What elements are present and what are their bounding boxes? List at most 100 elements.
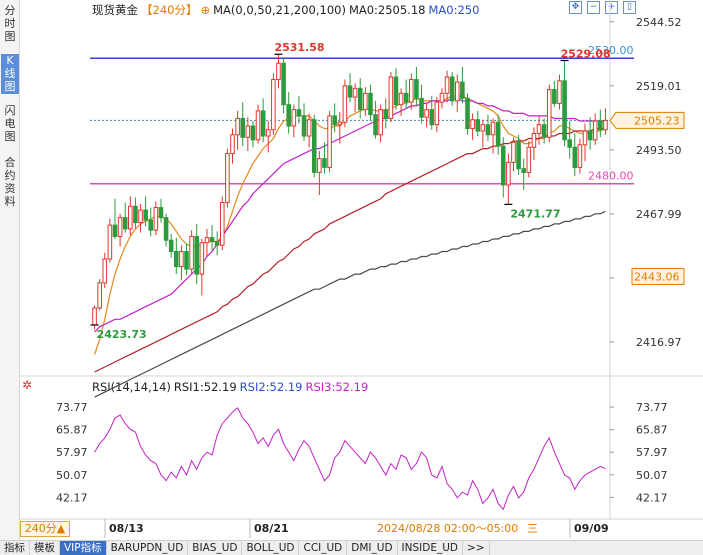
rsi-left-tick-label: 50.07 <box>56 469 88 482</box>
chart-toolbar: ✥ − + ▯ <box>569 1 636 17</box>
move-icon[interactable]: ✥ <box>569 1 582 14</box>
zoom-in-icon[interactable]: + <box>605 1 618 14</box>
candle-body <box>378 109 383 136</box>
candle-body <box>511 141 516 163</box>
candle-body <box>214 240 220 246</box>
candle-body <box>117 217 123 237</box>
candle-body <box>296 109 302 117</box>
candle-body <box>582 130 588 146</box>
tab-cci[interactable]: CCI_UD <box>299 541 348 555</box>
rsi-header: RSI(14,14,14) RSI1:52.19 RSI2:52.19 RSI3:52… <box>92 380 371 394</box>
side-tab-bar: 分时图 K线图 闪电图 合约资料 <box>0 0 20 540</box>
candle-body <box>204 237 210 244</box>
candle-body <box>138 209 143 224</box>
tab-barupdn[interactable]: BARUPDN_UD <box>107 541 189 555</box>
settings-icon[interactable]: ▯ <box>623 1 636 14</box>
moving-average-line-3 <box>94 210 606 398</box>
candle-body <box>219 202 225 246</box>
candle-body <box>102 258 108 284</box>
candle-body <box>516 141 521 170</box>
candle-body <box>265 129 271 137</box>
rsi-tick-label: 73.77 <box>636 401 668 414</box>
candle-body <box>342 85 348 123</box>
candle-body <box>439 92 445 103</box>
candle-body <box>598 120 603 131</box>
candle-body <box>500 145 506 186</box>
candle-body <box>281 62 286 106</box>
candle-body <box>260 110 266 137</box>
rsi-tick-label: 50.07 <box>636 469 668 482</box>
support-label: 2480.00 <box>588 170 634 183</box>
candle-body <box>424 109 429 118</box>
candle-body <box>592 120 598 141</box>
candle-body <box>429 109 435 126</box>
resistance-label: 2530.00 <box>588 44 634 57</box>
candle-body <box>414 79 419 99</box>
candle-body <box>403 92 409 103</box>
price-tick-label: 2493.50 <box>636 144 682 157</box>
tab-inside[interactable]: INSIDE_UD <box>398 541 463 555</box>
rsi-left-tick-label: 57.97 <box>56 446 88 459</box>
candle-body <box>444 76 450 94</box>
rsi2-value: RSI2:52.19 <box>239 380 303 394</box>
last-price-tag <box>609 111 685 129</box>
candle-body <box>572 146 578 168</box>
rsi-settings-icon: ✲ <box>22 378 32 392</box>
candle-body <box>373 114 378 136</box>
candle-body <box>470 119 475 129</box>
high2-marker: 2529.08 <box>561 48 611 61</box>
candle-body <box>388 76 394 119</box>
candle-body <box>521 168 526 173</box>
price-tick-label: 2416.97 <box>636 336 682 349</box>
candle-body <box>536 124 542 135</box>
more-tabs-icon[interactable]: >> <box>463 541 490 555</box>
candle-body <box>475 119 481 132</box>
candle-body <box>368 92 373 116</box>
tab-template[interactable]: 模板 <box>30 541 60 555</box>
candle-body <box>347 85 353 98</box>
tab-indicator[interactable]: 指标 <box>0 541 30 555</box>
candle-body <box>526 146 532 173</box>
start-low-marker: 2423.73 <box>97 328 147 341</box>
tab-vip-indicator[interactable]: VIP指标 <box>60 541 107 555</box>
ma-price-tag <box>631 267 685 285</box>
candle-body <box>332 115 337 126</box>
rsi-tick-label: 42.17 <box>636 491 668 504</box>
tab-dmi[interactable]: DMI_UD <box>347 541 398 555</box>
moving-average-line-0 <box>94 95 606 355</box>
candle-body <box>434 101 440 126</box>
candle-body <box>255 110 261 141</box>
candle-body <box>603 119 608 131</box>
tab-timeshare[interactable]: 分时图 <box>4 4 16 43</box>
candle-body <box>168 239 174 253</box>
last-price-label: 2505.23 <box>634 114 680 127</box>
rsi-tick-label: 57.97 <box>636 446 668 459</box>
candle-body <box>337 121 343 126</box>
candle-body <box>143 209 148 221</box>
candle-body <box>225 153 230 204</box>
candle-body <box>490 121 496 136</box>
moving-average-line-2 <box>94 127 606 373</box>
zoom-out-icon[interactable]: − <box>587 1 600 14</box>
high-marker: 2531.58 <box>274 41 324 54</box>
chart-canvas[interactable]: 2544.522519.012493.502467.992442.482416.… <box>0 0 703 540</box>
time-axis-label: 三 <box>527 522 538 535</box>
crosshair-icon[interactable]: ⊕ <box>200 3 211 17</box>
tab-bias[interactable]: BIAS_UD <box>188 541 243 555</box>
tab-contract-info[interactable]: 合约资料 <box>4 156 16 208</box>
candle-body <box>291 109 297 127</box>
price-tick-label: 2544.52 <box>636 16 682 29</box>
period-selector[interactable]: 240分▲ <box>20 521 70 537</box>
candle-body <box>230 134 235 155</box>
candle-body <box>301 115 307 137</box>
candle-body <box>189 235 194 270</box>
candle-body <box>495 121 501 147</box>
candle-body <box>317 158 322 173</box>
tab-kline[interactable]: K线图 <box>1 54 19 94</box>
rsi-left-tick-label: 42.17 <box>56 491 88 504</box>
tab-boll[interactable]: BOLL_UD <box>242 541 300 555</box>
period-label: 【240分】 <box>141 3 198 17</box>
candle-body <box>352 87 358 98</box>
tab-lightning[interactable]: 闪电图 <box>4 104 16 143</box>
candle-body <box>567 139 572 148</box>
